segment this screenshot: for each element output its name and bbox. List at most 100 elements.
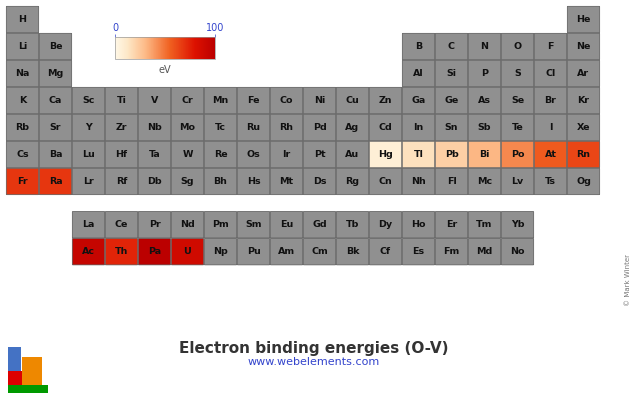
Text: Zn: Zn xyxy=(379,96,392,105)
FancyBboxPatch shape xyxy=(72,87,105,114)
FancyBboxPatch shape xyxy=(303,114,336,141)
Text: B: B xyxy=(415,42,422,51)
FancyBboxPatch shape xyxy=(534,114,566,141)
FancyBboxPatch shape xyxy=(172,114,204,141)
Text: Br: Br xyxy=(545,96,556,105)
FancyBboxPatch shape xyxy=(270,168,303,195)
FancyBboxPatch shape xyxy=(501,141,534,168)
FancyBboxPatch shape xyxy=(237,114,269,141)
FancyBboxPatch shape xyxy=(435,141,468,168)
FancyBboxPatch shape xyxy=(435,238,468,265)
Text: Yb: Yb xyxy=(511,220,524,229)
Text: Rg: Rg xyxy=(346,177,360,186)
FancyBboxPatch shape xyxy=(468,141,500,168)
FancyBboxPatch shape xyxy=(403,87,435,114)
FancyBboxPatch shape xyxy=(72,141,105,168)
Text: Ra: Ra xyxy=(49,177,62,186)
Text: Pu: Pu xyxy=(246,247,260,256)
Text: Ag: Ag xyxy=(346,123,360,132)
FancyBboxPatch shape xyxy=(336,141,369,168)
FancyBboxPatch shape xyxy=(303,212,336,238)
Text: Ho: Ho xyxy=(412,220,426,229)
FancyBboxPatch shape xyxy=(270,238,303,265)
FancyBboxPatch shape xyxy=(468,168,500,195)
FancyBboxPatch shape xyxy=(106,87,138,114)
Text: Ge: Ge xyxy=(444,96,459,105)
Text: W: W xyxy=(182,150,193,159)
Text: Na: Na xyxy=(15,69,29,78)
FancyBboxPatch shape xyxy=(138,141,171,168)
Text: Hs: Hs xyxy=(246,177,260,186)
Text: Ds: Ds xyxy=(313,177,326,186)
Text: Cm: Cm xyxy=(311,247,328,256)
FancyBboxPatch shape xyxy=(172,168,204,195)
FancyBboxPatch shape xyxy=(270,141,303,168)
FancyBboxPatch shape xyxy=(435,33,468,60)
FancyBboxPatch shape xyxy=(138,212,171,238)
FancyBboxPatch shape xyxy=(138,87,171,114)
FancyBboxPatch shape xyxy=(468,60,500,87)
Text: Lv: Lv xyxy=(511,177,524,186)
FancyBboxPatch shape xyxy=(468,238,500,265)
Text: Au: Au xyxy=(346,150,360,159)
FancyBboxPatch shape xyxy=(237,141,269,168)
FancyBboxPatch shape xyxy=(567,114,600,141)
FancyBboxPatch shape xyxy=(501,87,534,114)
Text: Sg: Sg xyxy=(180,177,195,186)
FancyBboxPatch shape xyxy=(403,238,435,265)
Text: Pd: Pd xyxy=(312,123,326,132)
Text: No: No xyxy=(510,247,525,256)
Text: Np: Np xyxy=(213,247,228,256)
Text: Ac: Ac xyxy=(82,247,95,256)
Text: Pr: Pr xyxy=(148,220,161,229)
Text: Mo: Mo xyxy=(179,123,195,132)
Text: www.webelements.com: www.webelements.com xyxy=(248,357,380,367)
Text: Mn: Mn xyxy=(212,96,228,105)
FancyBboxPatch shape xyxy=(435,212,468,238)
FancyBboxPatch shape xyxy=(303,87,336,114)
Text: Tc: Tc xyxy=(215,123,226,132)
Text: Al: Al xyxy=(413,69,424,78)
FancyBboxPatch shape xyxy=(403,141,435,168)
FancyBboxPatch shape xyxy=(6,168,38,195)
Text: At: At xyxy=(545,150,557,159)
FancyBboxPatch shape xyxy=(6,87,38,114)
FancyBboxPatch shape xyxy=(270,114,303,141)
Text: Es: Es xyxy=(412,247,424,256)
FancyBboxPatch shape xyxy=(39,33,72,60)
FancyBboxPatch shape xyxy=(72,114,105,141)
FancyBboxPatch shape xyxy=(72,168,105,195)
FancyBboxPatch shape xyxy=(270,212,303,238)
FancyBboxPatch shape xyxy=(6,33,38,60)
Text: Ru: Ru xyxy=(246,123,260,132)
FancyBboxPatch shape xyxy=(567,6,600,33)
Text: Fe: Fe xyxy=(247,96,260,105)
Text: Bi: Bi xyxy=(479,150,490,159)
FancyBboxPatch shape xyxy=(567,168,600,195)
FancyBboxPatch shape xyxy=(336,212,369,238)
Text: Co: Co xyxy=(280,96,293,105)
Text: F: F xyxy=(547,42,554,51)
Text: Ce: Ce xyxy=(115,220,128,229)
FancyBboxPatch shape xyxy=(468,114,500,141)
FancyBboxPatch shape xyxy=(403,168,435,195)
FancyBboxPatch shape xyxy=(501,168,534,195)
FancyBboxPatch shape xyxy=(501,212,534,238)
Text: Lr: Lr xyxy=(83,177,94,186)
Text: Nb: Nb xyxy=(147,123,162,132)
FancyBboxPatch shape xyxy=(369,168,402,195)
Text: Bh: Bh xyxy=(214,177,227,186)
Text: Te: Te xyxy=(511,123,524,132)
Text: Ga: Ga xyxy=(412,96,426,105)
FancyBboxPatch shape xyxy=(336,168,369,195)
FancyBboxPatch shape xyxy=(435,114,468,141)
Text: Fm: Fm xyxy=(444,247,460,256)
FancyBboxPatch shape xyxy=(6,6,38,33)
Text: Cn: Cn xyxy=(379,177,392,186)
Text: © Mark Winter: © Mark Winter xyxy=(625,254,632,306)
Text: Pm: Pm xyxy=(212,220,229,229)
Text: Ti: Ti xyxy=(116,96,127,105)
FancyBboxPatch shape xyxy=(204,141,237,168)
FancyBboxPatch shape xyxy=(336,114,369,141)
Text: Pa: Pa xyxy=(148,247,161,256)
